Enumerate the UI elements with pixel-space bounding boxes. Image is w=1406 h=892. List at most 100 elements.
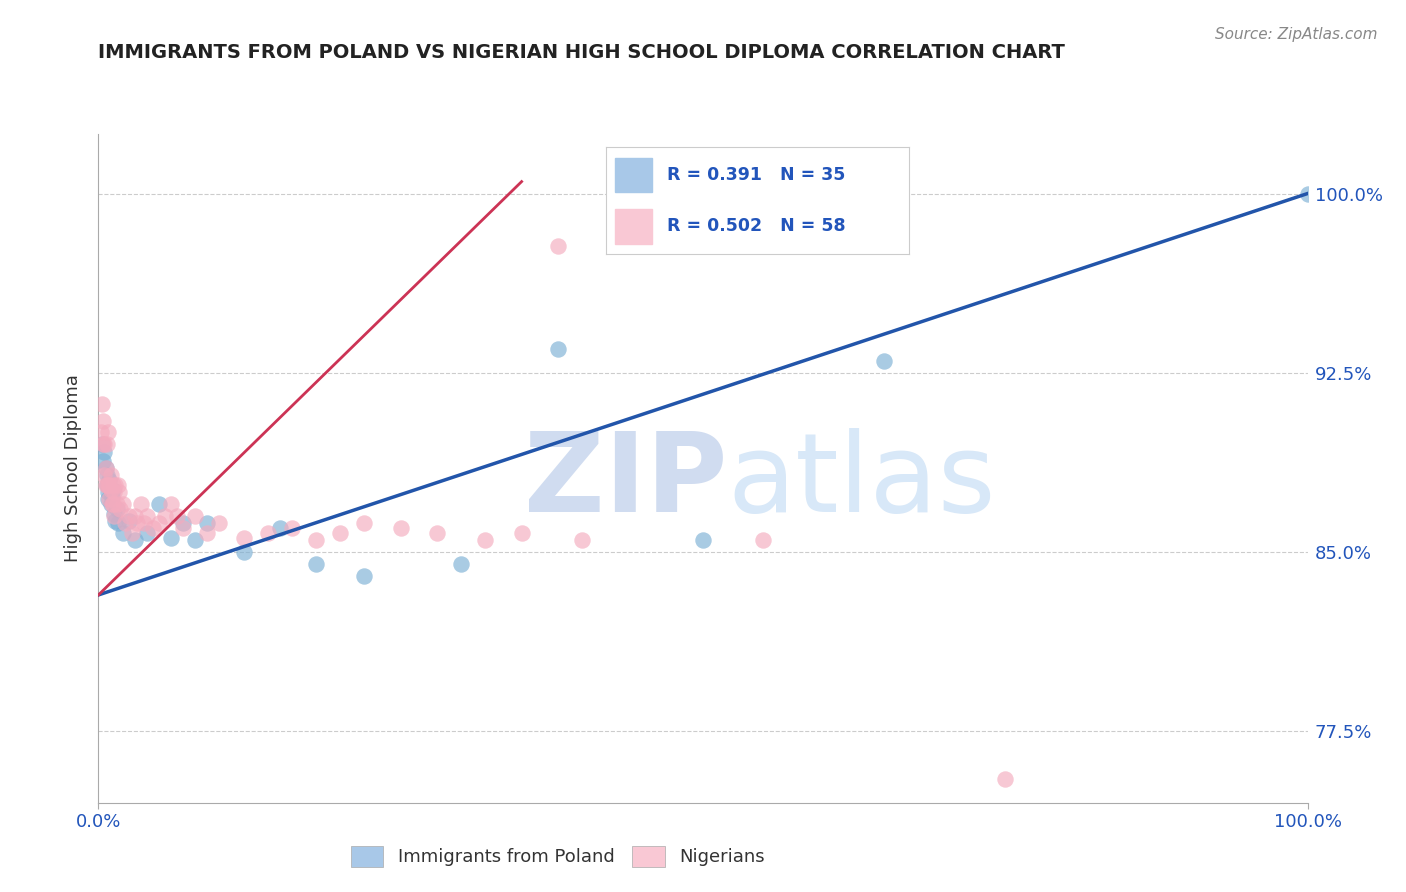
Point	[104, 478, 127, 492]
Point	[104, 514, 127, 528]
Point	[329, 525, 352, 540]
Point	[389, 521, 412, 535]
Text: ZIP: ZIP	[524, 428, 727, 535]
Point	[172, 521, 194, 535]
Point	[142, 521, 165, 535]
Point	[103, 509, 125, 524]
Point	[91, 437, 114, 451]
Point	[91, 454, 114, 468]
Point	[184, 533, 207, 547]
Y-axis label: High School Diploma: High School Diploma	[65, 375, 83, 562]
Point	[100, 490, 122, 504]
Point	[1296, 186, 1319, 201]
Text: atlas: atlas	[727, 428, 995, 535]
Point	[93, 468, 115, 483]
Text: Source: ZipAtlas.com: Source: ZipAtlas.com	[1215, 27, 1378, 42]
Point	[101, 478, 124, 492]
Point	[91, 437, 114, 451]
Point	[111, 497, 134, 511]
Point	[269, 521, 291, 535]
Point	[97, 485, 120, 500]
Point	[100, 483, 122, 497]
Point	[127, 516, 149, 531]
Point	[108, 502, 131, 516]
Point	[124, 533, 146, 547]
Point	[426, 525, 449, 540]
Point	[93, 437, 115, 451]
Point	[692, 533, 714, 547]
Point	[108, 485, 131, 500]
Point	[474, 533, 496, 547]
Point	[94, 461, 117, 475]
Point	[114, 516, 136, 531]
Point	[96, 478, 118, 492]
Point	[148, 497, 170, 511]
Point	[547, 239, 569, 253]
Point	[195, 525, 218, 540]
Point	[97, 425, 120, 440]
Point	[281, 521, 304, 535]
Bar	[616, 210, 651, 244]
Point	[232, 531, 254, 545]
Point	[172, 516, 194, 531]
Point	[97, 492, 120, 507]
Point	[305, 557, 328, 571]
Point	[994, 772, 1017, 786]
Point	[121, 525, 143, 540]
Point	[98, 473, 121, 487]
Point	[98, 478, 121, 492]
Point	[160, 531, 183, 545]
Point	[96, 478, 118, 492]
Point	[93, 444, 115, 458]
Point	[134, 516, 156, 531]
Point	[98, 492, 121, 507]
Point	[124, 509, 146, 524]
Point	[208, 516, 231, 531]
Point	[118, 509, 141, 524]
Point	[100, 497, 122, 511]
Legend: Immigrants from Poland, Nigerians: Immigrants from Poland, Nigerians	[343, 838, 772, 874]
Point	[160, 497, 183, 511]
Point	[510, 525, 533, 540]
Text: R = 0.502   N = 58: R = 0.502 N = 58	[666, 218, 845, 235]
Text: IMMIGRANTS FROM POLAND VS NIGERIAN HIGH SCHOOL DIPLOMA CORRELATION CHART: IMMIGRANTS FROM POLAND VS NIGERIAN HIGH …	[98, 44, 1066, 62]
Point	[135, 525, 157, 540]
Point	[571, 533, 593, 547]
Point	[90, 425, 112, 440]
Point	[107, 516, 129, 531]
Point	[118, 514, 141, 528]
Point	[91, 397, 114, 411]
Point	[105, 497, 128, 511]
Point	[195, 516, 218, 531]
Point	[107, 478, 129, 492]
Point	[353, 516, 375, 531]
Point	[96, 468, 118, 483]
Point	[100, 468, 122, 483]
Point	[94, 478, 117, 492]
Point	[101, 497, 124, 511]
Point	[873, 353, 896, 368]
Point	[153, 509, 176, 524]
Point	[96, 437, 118, 451]
Point	[111, 525, 134, 540]
Point	[184, 509, 207, 524]
Point	[256, 525, 278, 540]
Point	[148, 516, 170, 531]
Point	[100, 483, 122, 497]
Point	[353, 569, 375, 583]
Point	[94, 461, 117, 475]
Point	[103, 485, 125, 500]
Point	[101, 483, 124, 497]
Point	[450, 557, 472, 571]
Point	[305, 533, 328, 547]
Point	[135, 509, 157, 524]
Point	[232, 545, 254, 559]
Point	[91, 413, 114, 427]
Point	[547, 342, 569, 356]
Point	[100, 497, 122, 511]
Point	[752, 533, 775, 547]
Point	[97, 478, 120, 492]
Text: R = 0.391   N = 35: R = 0.391 N = 35	[666, 166, 845, 184]
Point	[129, 497, 152, 511]
Bar	[616, 158, 651, 192]
